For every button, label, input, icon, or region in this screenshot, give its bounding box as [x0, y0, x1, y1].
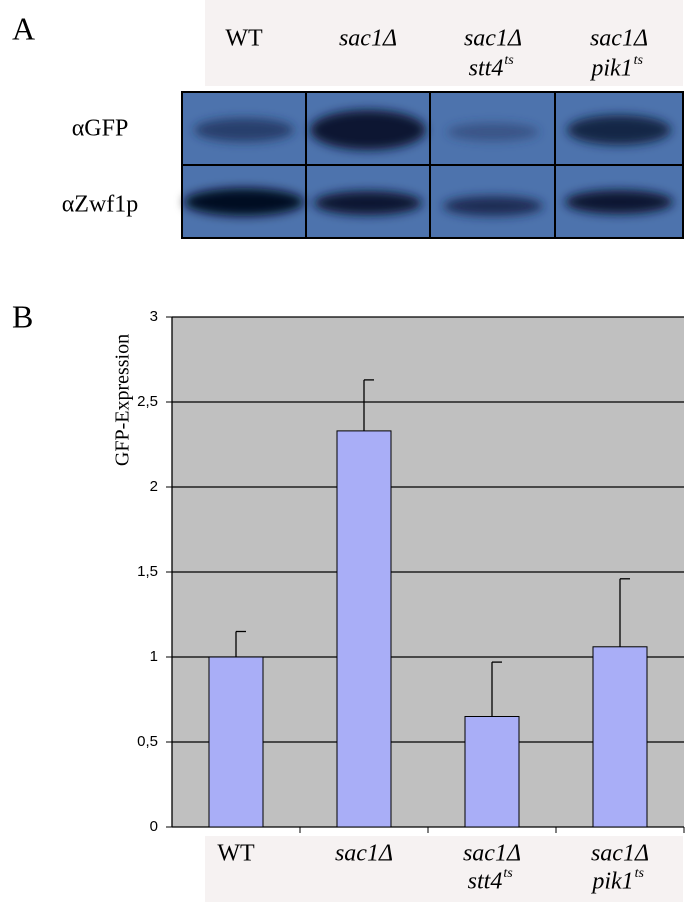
y-tick-label: 0,5	[137, 733, 158, 750]
category-label: sac1Δ	[335, 841, 393, 867]
category-superscript: ts	[503, 866, 513, 881]
bar	[209, 657, 263, 827]
category-superscript: ts	[504, 53, 514, 68]
bar	[465, 717, 519, 828]
band	[447, 123, 539, 141]
band	[314, 191, 422, 215]
panel-label: B	[12, 298, 33, 334]
blot	[182, 92, 683, 238]
band	[443, 196, 543, 216]
panel-label: A	[12, 10, 35, 46]
category-label: sac1Δ	[339, 26, 397, 52]
bar	[593, 647, 647, 827]
y-tick-label: 1	[150, 648, 158, 665]
category-label: sac1Δ	[590, 26, 648, 52]
y-tick-label: 2	[150, 478, 158, 495]
figure: A αGFP αZwf1p B GFP-Expression WT sac1Δ sa…	[0, 0, 686, 907]
band	[310, 110, 426, 150]
row-label: αZwf1p	[62, 192, 139, 218]
category-label: stt4	[469, 56, 504, 82]
category-label: WT	[225, 26, 263, 52]
band	[194, 118, 294, 142]
category-superscript: ts	[634, 53, 644, 68]
y-tick-label: 0	[150, 818, 158, 835]
row-label: αGFP	[72, 116, 129, 142]
bar	[337, 431, 391, 827]
y-tick-label: 3	[150, 308, 158, 325]
category-label: sac1Δ	[591, 841, 649, 867]
category-label: sac1Δ	[464, 26, 522, 52]
y-tick-label: 1,5	[137, 563, 158, 580]
category-label: WT	[217, 841, 255, 867]
band	[565, 190, 673, 214]
category-label: stt4	[468, 869, 503, 895]
y-tick-label: 2,5	[137, 393, 158, 410]
category-label: pik1	[589, 56, 632, 82]
category-label: sac1Δ	[463, 841, 521, 867]
category-superscript: ts	[635, 866, 645, 881]
band	[184, 188, 304, 216]
band	[567, 115, 671, 145]
y-axis-label: GFP-Expression	[112, 334, 134, 466]
category-label: pik1	[590, 869, 633, 895]
